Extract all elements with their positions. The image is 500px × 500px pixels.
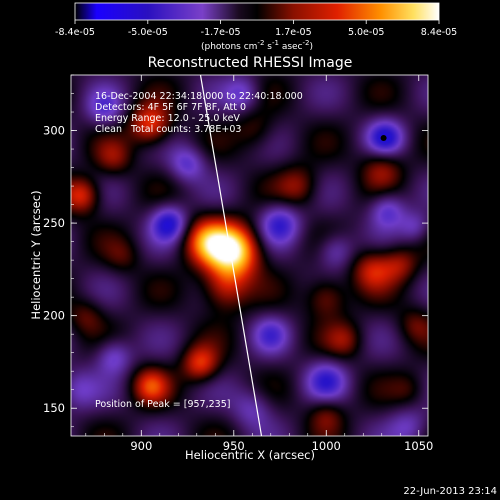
- colorbar: [74, 2, 440, 21]
- colorbar-tick-label: -5.0e-05: [128, 27, 168, 38]
- colorbar-tick-label: -8.4e-05: [55, 27, 95, 38]
- annotation-time: 16-Dec-2004 22:34:18.000 to 22:40:18.000: [95, 91, 303, 102]
- y-tick-label: 250: [43, 216, 65, 230]
- footer-timestamp: 22-Jun-2013 23:14: [403, 486, 497, 497]
- colorbar-label-part: asec: [279, 42, 303, 52]
- x-tick-label: 1000: [312, 439, 341, 453]
- colorbar-tick-label: 5.0e-05: [348, 27, 384, 38]
- annotation-detectors: Detectors: 4F 5F 6F 7F 8F, Att 0: [95, 102, 246, 113]
- colorbar-label: (photons cm-2 s-1 asec-2): [201, 39, 313, 52]
- x-axis-ticks: 900 950 1000 1050: [85, 75, 433, 453]
- x-tick-label: 950: [223, 439, 245, 453]
- colorbar-label-exponent: -2: [257, 39, 264, 47]
- y-axis-ticks: 150 200 250 300: [43, 74, 428, 428]
- colorbar-label-part: (photons cm: [201, 42, 257, 52]
- plot-frame: [70, 74, 429, 437]
- annotation-block: 16-Dec-2004 22:34:18.000 to 22:40:18.000…: [95, 91, 303, 135]
- colorbar-label-exponent: -2: [303, 39, 310, 47]
- colorbar-tick-label: 1.7e-05: [275, 27, 311, 38]
- colorbar-tick-label: -1.7e-05: [201, 27, 241, 38]
- colorbar-ticks: -8.4e-05 -5.0e-05 -1.7e-05 1.7e-05 5.0e-05 8.…: [55, 20, 457, 38]
- colorbar-label-part: ): [310, 42, 314, 52]
- x-axis-label: Heliocentric X (arcsec): [185, 448, 315, 462]
- colorbar-tick-label: 8.4e-05: [421, 27, 457, 38]
- y-tick-label: 200: [43, 309, 65, 323]
- dark-dot-marker: [380, 134, 387, 141]
- limb-line: [199, 75, 263, 436]
- colorbar-label-exponent: -1: [272, 39, 279, 47]
- x-tick-label: 900: [130, 439, 152, 453]
- heatmap-image: [71, 75, 428, 436]
- annotation-energy: Energy Range: 12.0 - 25.0 keV: [95, 113, 240, 124]
- annotation-counts: Clean Total counts: 3.78E+03: [95, 124, 241, 135]
- y-tick-label: 150: [43, 401, 65, 415]
- colorbar-label-part: s: [264, 42, 272, 52]
- y-axis-label: Heliocentric Y (arcsec): [29, 190, 43, 319]
- x-tick-label: 1050: [404, 439, 433, 453]
- y-tick-label: 300: [43, 124, 65, 138]
- chart-title: Reconstructed RHESSI Image: [148, 55, 353, 71]
- peak-position-label: Position of Peak = [957,235]: [95, 399, 230, 410]
